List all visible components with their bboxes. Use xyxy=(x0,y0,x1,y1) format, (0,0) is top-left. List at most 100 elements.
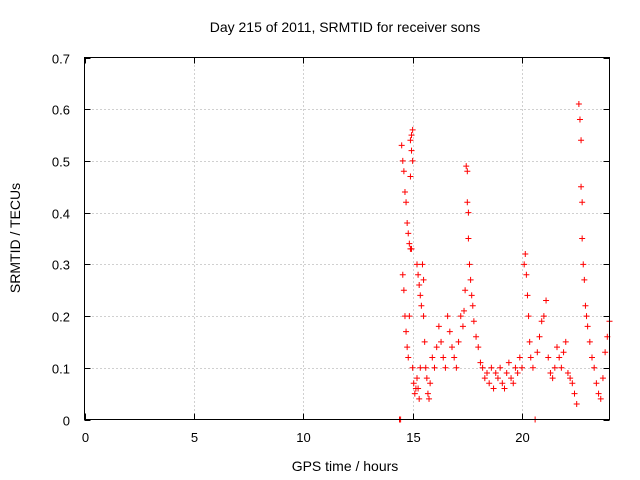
data-point xyxy=(442,364,449,371)
data-point xyxy=(414,261,420,268)
data-point xyxy=(524,292,531,299)
data-point xyxy=(593,380,600,387)
data-point xyxy=(581,276,588,283)
data-point xyxy=(597,395,604,402)
y-tick-label: 0.7 xyxy=(52,52,70,67)
data-point xyxy=(467,276,474,283)
data-point xyxy=(431,364,438,371)
data-point xyxy=(583,313,590,320)
data-point xyxy=(521,261,528,268)
data-point xyxy=(602,349,609,356)
data-point xyxy=(463,163,470,170)
data-point xyxy=(562,338,569,345)
data-point xyxy=(416,395,423,402)
data-point xyxy=(461,307,468,314)
data-point xyxy=(404,344,411,351)
data-point xyxy=(578,137,585,144)
data-point xyxy=(484,369,490,376)
data-point xyxy=(400,287,407,294)
data-point xyxy=(549,375,556,382)
y-tick-label: 0.3 xyxy=(52,258,70,273)
data-point xyxy=(440,354,447,361)
data-point xyxy=(420,276,427,283)
data-point xyxy=(475,344,482,351)
data-point xyxy=(408,245,415,252)
data-point xyxy=(486,380,493,387)
data-point xyxy=(525,313,532,320)
data-point xyxy=(426,395,433,402)
data-point xyxy=(420,313,427,320)
data-point xyxy=(538,318,545,325)
data-point xyxy=(522,251,529,258)
data-point xyxy=(560,349,567,356)
data-point xyxy=(416,282,423,289)
data-point xyxy=(494,375,501,382)
data-point xyxy=(429,354,436,361)
data-point xyxy=(415,385,422,392)
data-point xyxy=(582,302,589,309)
data-point xyxy=(558,364,565,371)
data-point xyxy=(424,390,431,397)
data-points xyxy=(396,101,613,423)
data-point xyxy=(444,313,451,320)
data-point xyxy=(408,147,415,154)
data-point xyxy=(578,183,585,190)
data-point xyxy=(569,380,576,387)
data-point xyxy=(526,338,533,345)
data-point xyxy=(423,375,430,382)
data-point xyxy=(505,359,512,366)
data-point xyxy=(497,364,504,371)
x-tick-label: 15 xyxy=(406,430,420,445)
data-point xyxy=(466,261,473,268)
y-tick-label: 0.5 xyxy=(52,155,70,170)
data-point xyxy=(580,261,587,268)
data-point xyxy=(523,271,530,278)
data-point xyxy=(464,199,471,206)
data-point xyxy=(589,354,595,361)
data-point xyxy=(584,323,591,330)
x-tick-labels: 0 5 10 15 20 xyxy=(82,430,530,445)
y-tick-label: 0.1 xyxy=(52,362,70,377)
data-point xyxy=(433,344,440,351)
y-tick-label: 0.4 xyxy=(52,207,70,222)
data-point xyxy=(579,199,586,206)
data-point xyxy=(492,369,499,376)
data-point xyxy=(457,313,464,320)
plot-frame xyxy=(84,57,610,420)
y-tick-label: 0 xyxy=(63,414,70,429)
data-point xyxy=(446,328,453,335)
data-point xyxy=(591,364,598,371)
data-point xyxy=(468,292,475,299)
data-point xyxy=(415,271,422,278)
data-point xyxy=(488,364,495,371)
data-point xyxy=(418,302,425,309)
data-point xyxy=(407,137,414,144)
data-point xyxy=(409,364,416,371)
data-point xyxy=(417,364,424,371)
data-point xyxy=(465,209,472,216)
x-axis-label: GPS time / hours xyxy=(292,458,399,474)
chart-title: Day 215 of 2011, SRMTID for receiver son… xyxy=(210,19,481,35)
data-point xyxy=(459,323,466,330)
data-point xyxy=(464,168,471,175)
data-point xyxy=(554,344,560,351)
data-point xyxy=(527,354,534,361)
data-point xyxy=(510,380,517,387)
data-point xyxy=(403,328,410,335)
data-point xyxy=(410,380,417,387)
grid-lines xyxy=(84,57,610,420)
x-tick-label: 20 xyxy=(515,430,529,445)
data-point xyxy=(417,292,424,299)
data-point xyxy=(579,235,586,242)
data-point xyxy=(398,142,405,149)
data-point xyxy=(534,349,541,356)
data-point xyxy=(406,240,413,247)
data-point xyxy=(408,132,415,139)
data-point xyxy=(470,318,477,325)
data-point xyxy=(516,354,523,361)
y-tick-labels: 0 0.1 0.2 0.3 0.4 0.5 0.6 0.7 xyxy=(52,52,70,429)
x-tick-label: 5 xyxy=(191,430,198,445)
data-point xyxy=(576,116,583,123)
data-point xyxy=(405,230,412,237)
